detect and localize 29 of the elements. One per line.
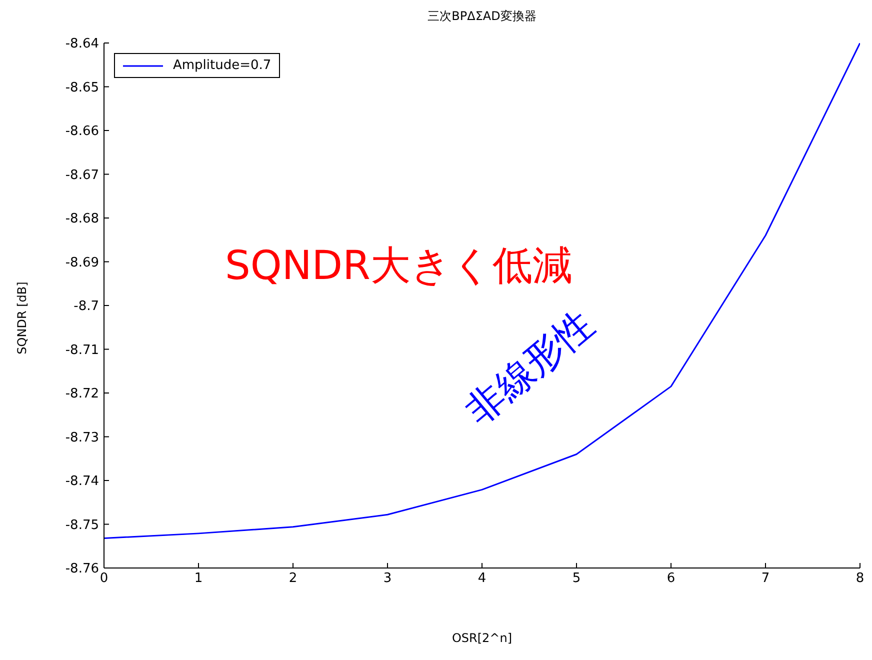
line-series [104, 43, 860, 539]
y-tick-label: -8.67 [65, 168, 99, 183]
x-tick-label: 2 [288, 571, 298, 586]
legend-label: Amplitude=0.7 [173, 58, 272, 73]
y-tick-label: -8.72 [65, 386, 99, 402]
x-axis-title: OSR[2^n] [450, 631, 514, 645]
annotation: SQNDR大きく低減 [225, 242, 572, 291]
annotation: 非線形性 [456, 300, 603, 435]
y-tick-label: -8.73 [65, 430, 99, 446]
x-tick-label: 3 [383, 571, 392, 586]
y-tick-label: -8.7 [74, 299, 99, 314]
x-tick-label: 0 [100, 571, 108, 586]
y-axis-title: SQNDR [dB] [15, 282, 29, 354]
x-tick-label: 8 [856, 571, 864, 586]
x-tick-label: 4 [478, 571, 486, 586]
x-tick-label: 1 [194, 571, 203, 586]
y-tick-label: -8.68 [65, 212, 99, 227]
y-tick-label: -8.66 [65, 124, 99, 140]
chart-title: 三次BPΔΣAD変換器 [426, 8, 538, 25]
y-tick-label: -8.69 [65, 255, 99, 270]
y-tick-label: -8.64 [65, 36, 99, 52]
x-tick-label: 6 [666, 571, 676, 586]
x-tick-label: 5 [572, 571, 581, 586]
x-tick-label: 7 [761, 571, 770, 586]
y-tick-label: -8.71 [65, 342, 99, 358]
y-tick-label: -8.65 [65, 80, 99, 96]
y-tick-label: -8.76 [65, 562, 99, 577]
y-tick-label: -8.75 [65, 518, 99, 533]
y-tick-label: -8.74 [65, 474, 99, 490]
